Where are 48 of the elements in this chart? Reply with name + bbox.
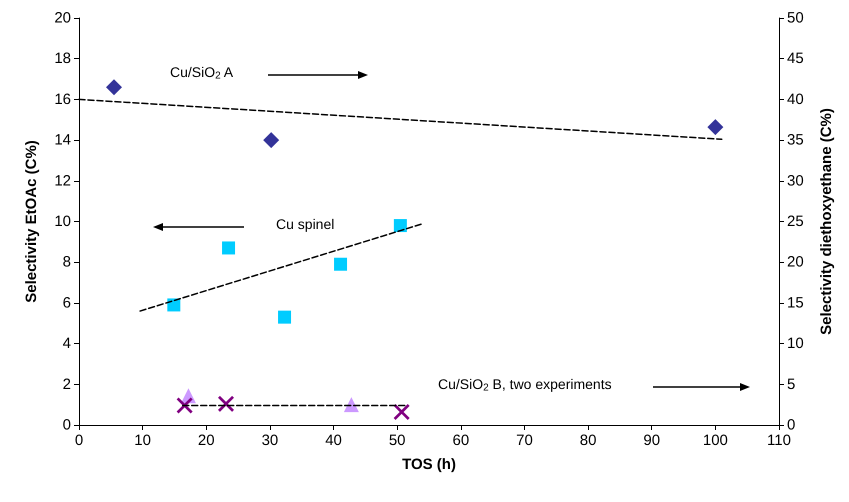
x-tick-label: 80: [580, 432, 596, 449]
y-tick-label: 10: [54, 213, 71, 230]
y2-tick-label: 10: [787, 335, 804, 352]
annotation: Cu spinel: [276, 216, 334, 232]
point: [334, 258, 348, 271]
y2-tick-label: 20: [787, 254, 804, 271]
y-tick-label: 4: [62, 335, 71, 352]
x-tick-label: 30: [262, 432, 278, 449]
x-tick-label: 90: [643, 432, 660, 449]
y2-tick-label: 50: [787, 10, 804, 26]
y2-tick-label: 40: [787, 90, 804, 108]
x-tick-label: 50: [388, 432, 406, 449]
point: [218, 396, 234, 412]
x-tick-label: 40: [325, 432, 342, 449]
y-tick-label: 2: [62, 376, 71, 393]
point: [106, 79, 122, 96]
x-tick-label: 70: [516, 432, 533, 449]
y2-tick-label: 25: [787, 213, 804, 230]
y-tick-label: 8: [62, 254, 71, 271]
x-tick-label: 110: [767, 432, 791, 449]
x-tick-label: 10: [134, 432, 151, 449]
y-tick-label: 14: [54, 132, 71, 149]
y-tick-label: 20: [54, 10, 71, 26]
y-tick-label: 12: [54, 172, 71, 190]
y-tick-label: 6: [62, 294, 71, 312]
x-tick-label: 100: [702, 432, 728, 449]
point: [263, 132, 280, 148]
y2-tick-label: 5: [787, 376, 796, 393]
point: [278, 310, 292, 324]
x-axis-title: TOS (h): [402, 456, 456, 473]
point: [176, 397, 193, 414]
y-tick-label: 18: [54, 50, 71, 68]
x-tick-label: 60: [452, 432, 470, 449]
y2-axis-title: Selectivity diethoxyethane (C%): [818, 108, 835, 335]
point: [707, 119, 724, 136]
y2-tick-label: 35: [787, 132, 804, 149]
y2-tick-label: 15: [787, 294, 804, 312]
point: [394, 219, 407, 232]
y-axis-title: Selectivity EtOAc (C%): [23, 140, 40, 303]
point: [222, 241, 236, 254]
y2-tick-label: 45: [787, 50, 804, 68]
x-tick-label: 20: [198, 432, 215, 449]
x-tick-label: 0: [74, 432, 84, 449]
point: [394, 404, 410, 420]
y-tick-label: 16: [54, 90, 71, 108]
y-tick-label: 0: [62, 416, 71, 434]
y2-tick-label: 30: [787, 172, 804, 190]
y2-tick-label: 0: [787, 416, 796, 434]
